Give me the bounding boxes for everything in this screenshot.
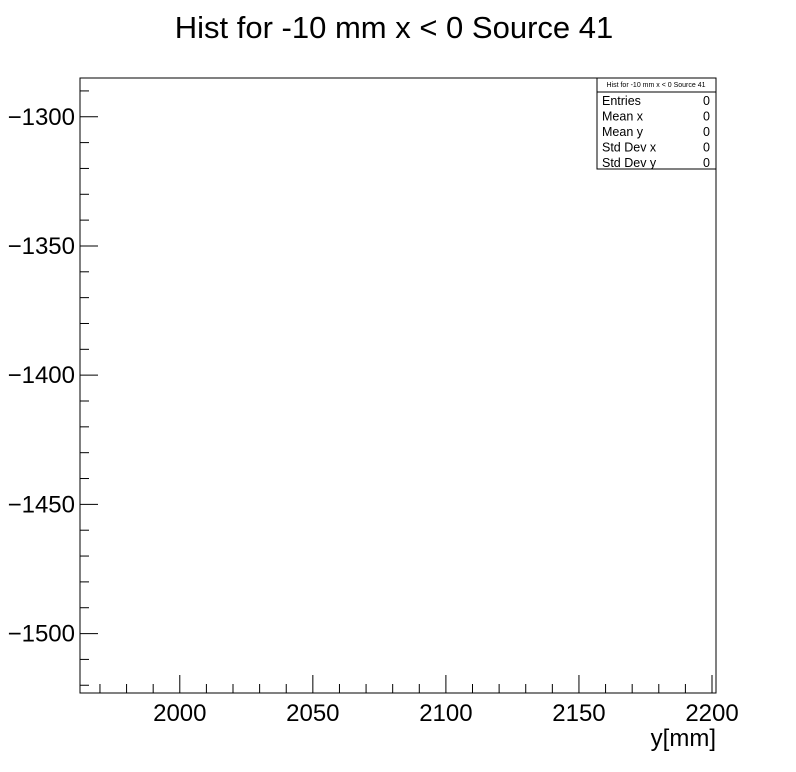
plot-frame [79,77,717,694]
stats-row-value: 0 [703,156,710,170]
stats-row-label: Std Dev x [602,141,657,155]
stats-row-value: 0 [703,110,710,124]
y-tick-label: −1500 [8,621,75,648]
stats-box-frame [596,77,717,170]
x-axis-title: y[mm] [651,725,716,752]
stats-row-label: Mean y [602,125,644,139]
y-tick-label: −1450 [8,491,75,518]
stats-box-rows: Entries 0 Mean x 0 Mean y 0 Std Dev x 0 Std Dev … [602,94,710,170]
stats-row-value: 0 [703,94,710,108]
x-tick-label: 2200 [685,700,738,727]
chart-title: Hist for -10 mm x < 0 Source 41 [175,10,613,45]
stats-box: Hist for -10 mm x < 0 Source 41 Entries 0… [596,77,717,170]
x-tick-label: 2150 [552,700,605,727]
stats-row-label: Std Dev y [602,156,657,170]
stats-box-title: Hist for -10 mm x < 0 Source 41 [606,82,705,89]
x-axis-tick-labels: 2000 2050 2100 2150 2200 [153,700,739,727]
stats-row-value: 0 [703,125,710,139]
stats-row-value: 0 [703,141,710,155]
x-tick-label: 2100 [419,700,472,727]
y-tick-label: −1400 [8,362,75,389]
y-axis-ticks [80,90,98,686]
x-axis-ticks [99,675,713,693]
x-tick-label: 2050 [286,700,339,727]
y-axis-tick-labels: −1300 −1350 −1400 −1450 −1500 [8,104,75,648]
x-tick-label: 2000 [153,700,206,727]
stats-row-label: Entries [602,94,641,108]
y-tick-label: −1350 [8,233,75,260]
y-tick-label: −1300 [8,104,75,131]
stats-row-label: Mean x [602,110,644,124]
